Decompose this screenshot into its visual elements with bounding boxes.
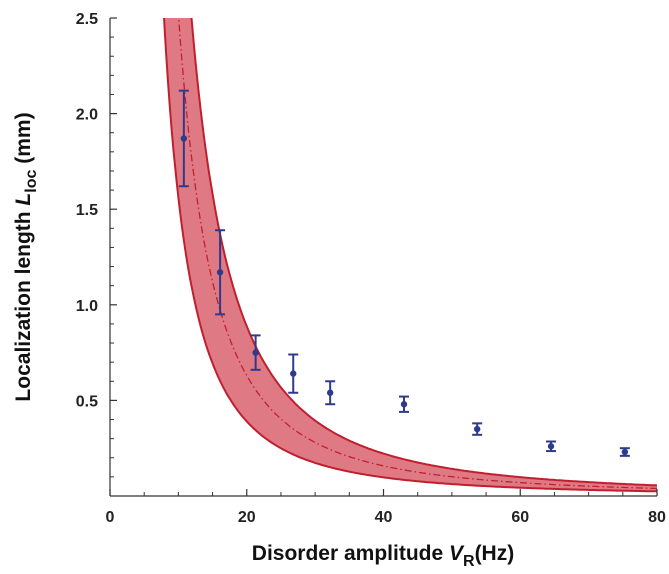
point-marker <box>290 370 297 377</box>
confidence-band <box>163 18 657 493</box>
point-marker <box>180 135 188 142</box>
point-marker <box>326 389 334 396</box>
x-tick-label: 60 <box>511 509 529 526</box>
x-tick-label: 20 <box>238 509 256 526</box>
tick-labels: 0.5 1.0 1.5 2.0 2.5 0 20 40 60 80 <box>76 11 666 526</box>
point-marker <box>473 425 481 433</box>
x-tick-label: 80 <box>648 509 666 526</box>
band-lower-edge <box>163 18 657 493</box>
point-marker <box>400 401 408 408</box>
data-point <box>546 440 557 453</box>
point-marker <box>547 443 555 450</box>
data-point <box>399 395 410 413</box>
x-axis-title: Disorder amplitude VR(Hz) <box>252 542 514 570</box>
data-point <box>288 353 299 394</box>
axes <box>109 17 658 497</box>
band-fill <box>164 18 657 492</box>
y-axis-title: Localization length Lloc (mm) <box>12 112 40 401</box>
y-tick-label: 2.0 <box>76 107 98 124</box>
data-point <box>472 422 483 436</box>
x-tick-label: 0 <box>106 509 115 526</box>
band-center-line <box>178 18 657 490</box>
data-point <box>250 334 261 371</box>
data-point <box>325 380 336 406</box>
point-marker <box>252 349 259 356</box>
point-marker <box>621 448 629 456</box>
point-marker <box>216 269 224 276</box>
x-tick-label: 40 <box>375 509 393 526</box>
band-upper-edge <box>190 18 657 487</box>
data-point <box>178 89 189 188</box>
y-tick-label: 0.5 <box>76 393 98 410</box>
y-tick-label: 1.0 <box>76 298 98 315</box>
y-tick-label: 2.5 <box>76 11 98 28</box>
data-point <box>619 447 630 457</box>
data-point <box>215 229 226 316</box>
y-tick-label: 1.5 <box>76 202 98 219</box>
data-points <box>178 89 630 457</box>
